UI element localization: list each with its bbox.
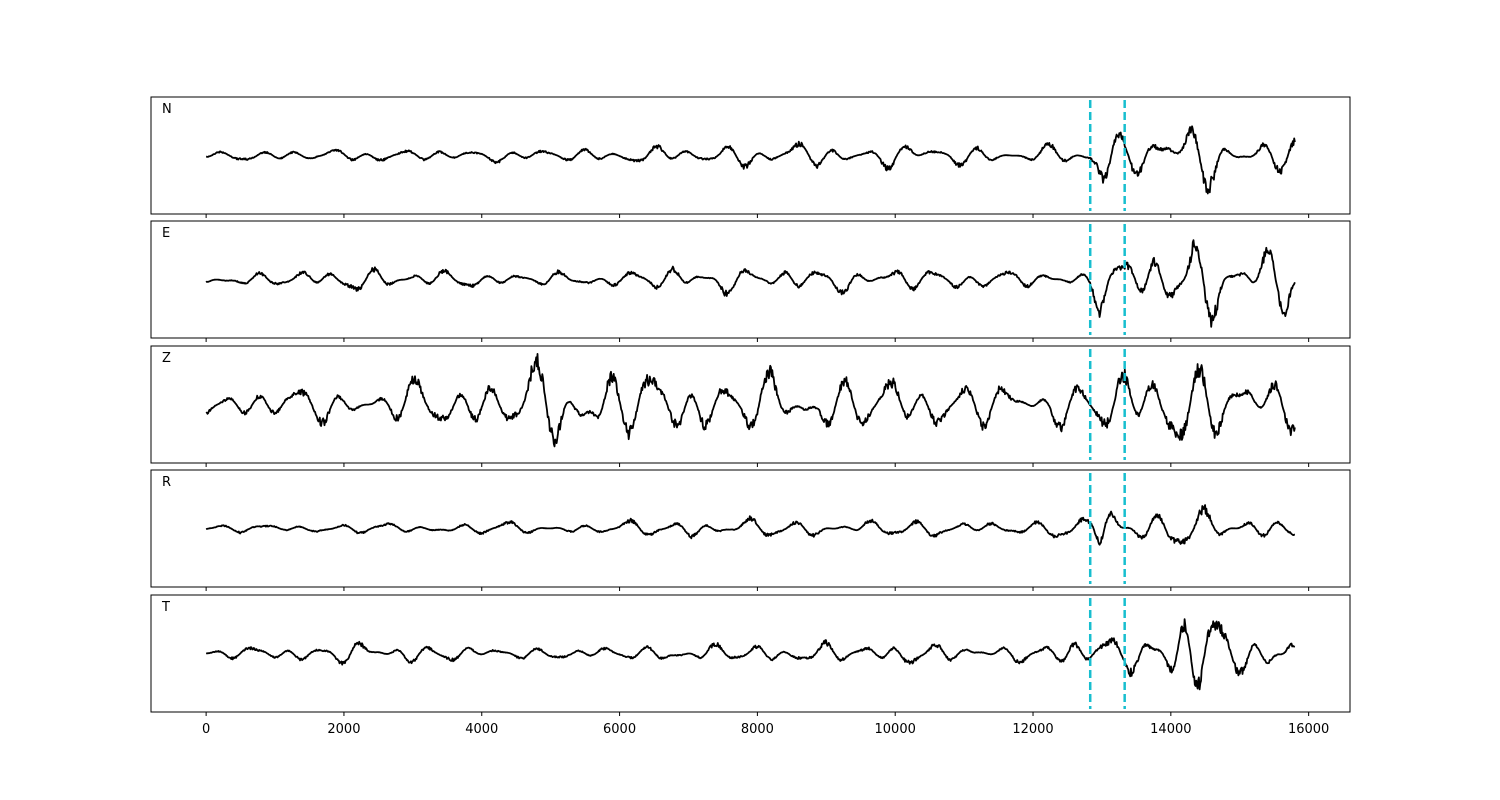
panel-t: T — [150, 594, 1351, 716]
x-tick-label: 14000 — [1150, 722, 1191, 737]
panel-e: E — [150, 220, 1351, 342]
panel-z: Z — [150, 345, 1351, 467]
panel-label: Z — [162, 351, 171, 366]
x-axis: 0 2000 4000 6000 8000 10000 12000 14000 16000 — [202, 722, 1329, 737]
panel-label: R — [162, 475, 171, 490]
panel-label: T — [161, 600, 170, 615]
x-tick-label: 6000 — [603, 722, 636, 737]
panels-group: N E Z R T — [150, 96, 1351, 716]
x-tick-label: 2000 — [327, 722, 360, 737]
x-tick-label: 10000 — [875, 722, 916, 737]
x-tick-label: 4000 — [465, 722, 498, 737]
waveform-trace — [205, 125, 1296, 195]
panel-frame — [150, 96, 1351, 215]
waveform-trace — [205, 353, 1296, 448]
waveform-trace — [205, 504, 1296, 546]
panel-frame — [150, 220, 1351, 339]
x-tick-label: 8000 — [741, 722, 774, 737]
waveform-trace — [205, 618, 1296, 691]
x-tick-label: 12000 — [1012, 722, 1053, 737]
panel-n: N — [150, 96, 1351, 218]
panel-r: R — [150, 469, 1351, 591]
panel-label: E — [162, 226, 170, 241]
waveform-trace — [205, 239, 1296, 328]
x-tick-label: 16000 — [1288, 722, 1329, 737]
panel-label: N — [162, 102, 172, 117]
panel-frame — [150, 345, 1351, 464]
x-tick-label: 0 — [202, 722, 210, 737]
